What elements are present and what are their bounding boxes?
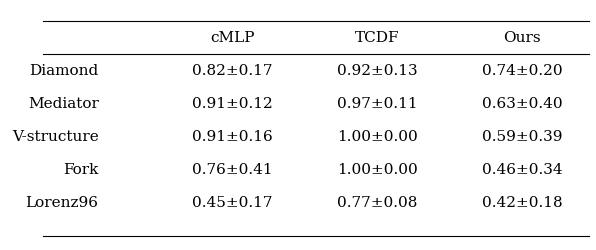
- Text: 1.00±0.00: 1.00±0.00: [337, 163, 418, 177]
- Text: 0.46±0.34: 0.46±0.34: [482, 163, 563, 177]
- Text: TCDF: TCDF: [355, 31, 399, 45]
- Text: 0.91±0.12: 0.91±0.12: [192, 97, 273, 111]
- Text: 0.59±0.39: 0.59±0.39: [482, 130, 563, 144]
- Text: 0.82±0.17: 0.82±0.17: [192, 64, 272, 78]
- Text: 0.77±0.08: 0.77±0.08: [337, 196, 417, 210]
- Text: 0.91±0.16: 0.91±0.16: [192, 130, 273, 144]
- Text: 0.76±0.41: 0.76±0.41: [192, 163, 273, 177]
- Text: 0.42±0.18: 0.42±0.18: [482, 196, 563, 210]
- Text: 0.97±0.11: 0.97±0.11: [337, 97, 418, 111]
- Text: Mediator: Mediator: [28, 97, 98, 111]
- Text: 1.00±0.00: 1.00±0.00: [337, 130, 418, 144]
- Text: 0.45±0.17: 0.45±0.17: [192, 196, 272, 210]
- Text: 0.63±0.40: 0.63±0.40: [482, 97, 563, 111]
- Text: 0.74±0.20: 0.74±0.20: [482, 64, 563, 78]
- Text: 0.92±0.13: 0.92±0.13: [337, 64, 418, 78]
- Text: Ours: Ours: [504, 31, 541, 45]
- Text: Lorenz96: Lorenz96: [26, 196, 98, 210]
- Text: cMLP: cMLP: [210, 31, 254, 45]
- Text: V-structure: V-structure: [12, 130, 98, 144]
- Text: Fork: Fork: [63, 163, 98, 177]
- Text: Diamond: Diamond: [29, 64, 98, 78]
